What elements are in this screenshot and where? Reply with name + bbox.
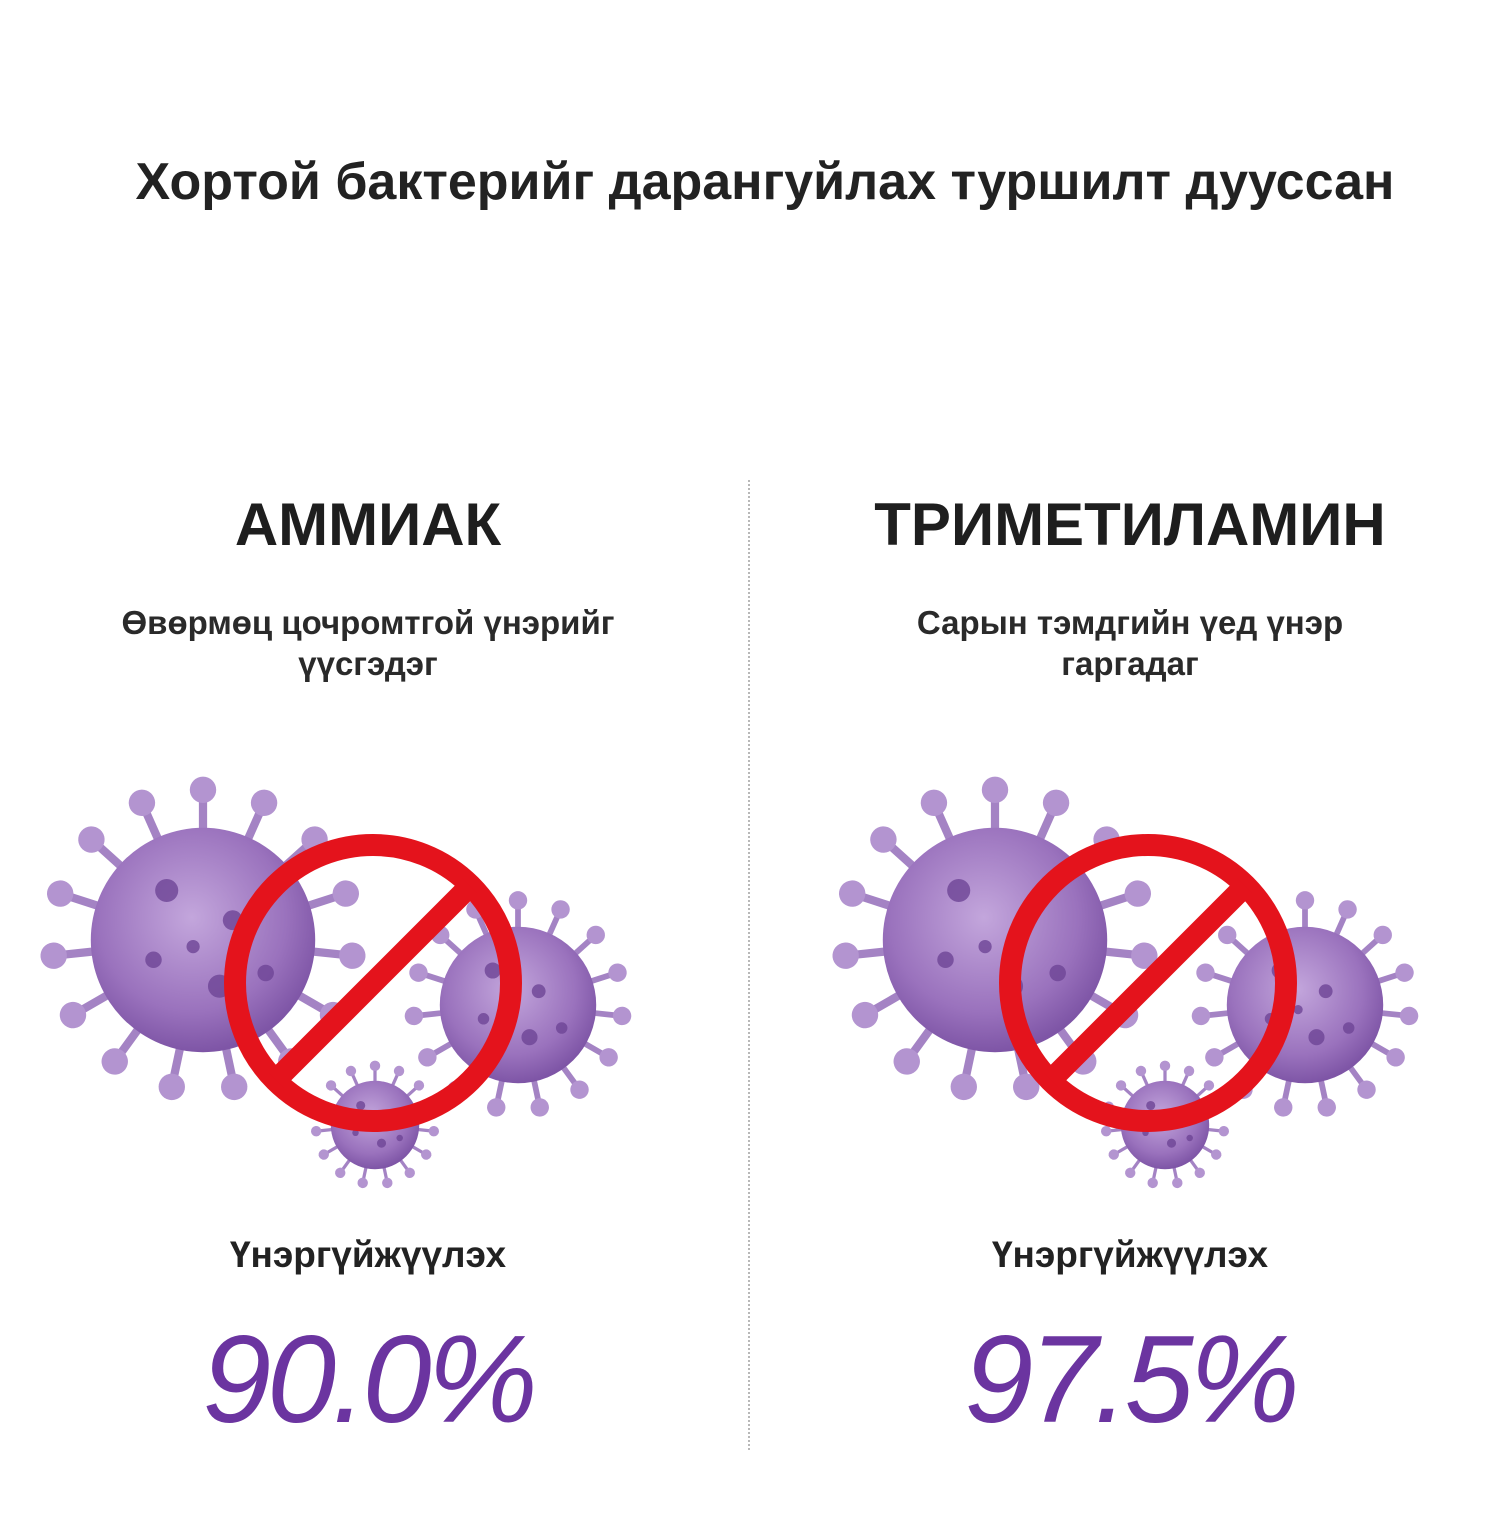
no-virus-icon [18, 770, 718, 1190]
compound-name: ТРИМЕТИЛАМИН [874, 491, 1386, 558]
no-virus-icon [780, 770, 1480, 1190]
deodorization-label: Үнэргүйжүүлэх [229, 1234, 507, 1275]
compound-description: Сарын тэмдгийн үед үнэр гаргадаг [916, 604, 1344, 682]
page-title: Хортой бактерийг дарангуйлах туршилт дуу… [135, 153, 1395, 211]
deodorization-value: 90.0% [202, 1311, 538, 1449]
column-divider [748, 480, 750, 1450]
compound-description: Өвөрмөц цочромтгой үнэрийг үүсгэдэг [121, 604, 615, 682]
deodorization-value: 97.5% [964, 1311, 1300, 1449]
deodorization-label: Үнэргүйжүүлэх [991, 1234, 1269, 1275]
compound-name: АММИАК [234, 491, 502, 558]
